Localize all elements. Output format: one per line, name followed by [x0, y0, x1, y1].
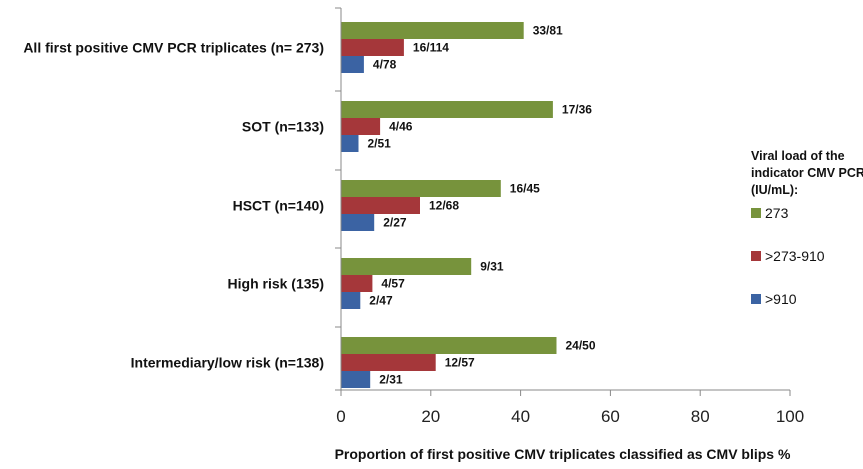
data-label: 2/27 — [383, 216, 407, 230]
category-label: SOT (n=133) — [242, 119, 324, 135]
legend-label: >273-910 — [765, 248, 825, 264]
bar-1-series-3 — [341, 56, 364, 73]
data-label: 24/50 — [566, 339, 596, 353]
legend-title: Viral load of the — [751, 149, 845, 163]
data-label: 2/31 — [379, 373, 403, 387]
bar-3-series-3 — [341, 214, 375, 231]
data-label: 4/46 — [389, 120, 413, 134]
bar-2-series-1 — [341, 101, 553, 118]
bar-5-series-3 — [341, 371, 371, 388]
data-label: 2/51 — [368, 137, 392, 151]
data-label: 9/31 — [480, 260, 504, 274]
bar-3-series-1 — [341, 180, 501, 197]
bar-5-series-2 — [341, 354, 436, 371]
labels-layer: 33/81 16/114 4/78 All first positive CMV PC… — [23, 24, 596, 387]
x-tick-label: 100 — [776, 407, 804, 426]
data-label: 33/81 — [533, 24, 563, 38]
legend-label: >910 — [765, 291, 797, 307]
data-label: 12/57 — [445, 356, 475, 370]
x-tick-label: 60 — [601, 407, 620, 426]
category-label: High risk (135) — [228, 276, 324, 292]
bar-5-series-1 — [341, 337, 557, 354]
data-label: 17/36 — [562, 103, 592, 117]
legend-title: (IU/mL): — [751, 183, 798, 197]
x-axis-title: Proportion of first positive CMV triplic… — [335, 446, 791, 462]
x-tick-label: 20 — [421, 407, 440, 426]
legend-label: 273 — [765, 205, 789, 221]
bar-4-series-3 — [341, 292, 361, 309]
data-label: 4/57 — [381, 277, 405, 291]
bar-1-series-2 — [341, 39, 404, 56]
bar-4-series-1 — [341, 258, 472, 275]
legend-title: indicator CMV PCR — [751, 166, 863, 180]
bars-layer — [341, 22, 557, 388]
legend-swatch — [751, 208, 761, 218]
legend-swatch — [751, 294, 761, 304]
bar-2-series-2 — [341, 118, 381, 135]
data-label: 12/68 — [429, 199, 459, 213]
data-label: 2/47 — [369, 294, 393, 308]
bar-3-series-2 — [341, 197, 420, 214]
x-tick-label: 40 — [511, 407, 530, 426]
x-tick-label: 80 — [691, 407, 710, 426]
x-axis: 0 20 40 60 80 100 Proportion of first positive… — [335, 7, 804, 462]
category-label: Intermediary/low risk (n=138) — [131, 355, 324, 371]
bar-1-series-1 — [341, 22, 524, 39]
bar-2-series-3 — [341, 135, 359, 152]
category-label: HSCT (n=140) — [233, 198, 324, 214]
category-label: All first positive CMV PCR triplicates (… — [23, 40, 324, 56]
legend: Viral load of the indicator CMV PCR (IU/mL… — [751, 149, 863, 307]
legend-swatch — [751, 251, 761, 261]
data-label: 16/114 — [413, 41, 449, 55]
data-label: 4/78 — [373, 58, 397, 72]
data-label: 16/45 — [510, 182, 540, 196]
x-tick-label: 0 — [336, 407, 345, 426]
bar-4-series-2 — [341, 275, 373, 292]
